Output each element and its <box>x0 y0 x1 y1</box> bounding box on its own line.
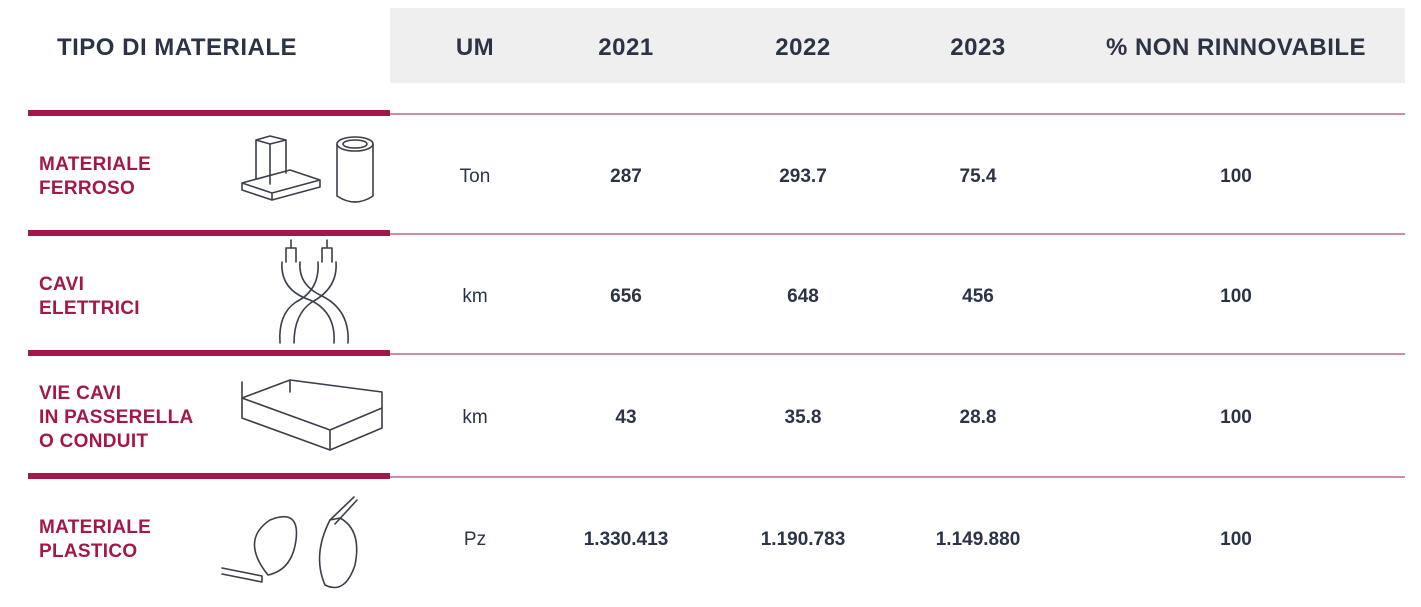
value-cell: 1.149.880 <box>935 529 1021 550</box>
row-label: CAVI ELETTRICI <box>39 273 140 321</box>
row-label-line: MATERIALE <box>39 517 152 538</box>
icon-ferrous <box>241 135 374 203</box>
row-label: VIE CAVI IN PASSERELLA O CONDUIT <box>39 382 194 454</box>
value-cell: 100 <box>1220 286 1252 307</box>
unit-cell: Ton <box>459 166 491 187</box>
value-cell: 287 <box>610 166 642 187</box>
row-label-line: PLASTICO <box>39 541 138 562</box>
column-header: 2022 <box>775 34 831 61</box>
value-cell: 293.7 <box>779 166 827 187</box>
row-label-line: VIE CAVI <box>39 383 122 404</box>
value-cell: 1.330.413 <box>583 529 669 550</box>
value-cell: 100 <box>1220 529 1252 550</box>
value-cell: 43 <box>615 407 637 428</box>
value-cell: 1.190.783 <box>760 529 846 550</box>
row-label-line: ELETTRICI <box>39 298 140 319</box>
header-band <box>390 8 1405 83</box>
header-title: TIPO DI MATERIALE <box>56 34 298 61</box>
row-label-line: FERROSO <box>39 178 136 199</box>
value-cell: 28.8 <box>959 407 997 428</box>
value-cell: 456 <box>962 286 994 307</box>
value-cell: 100 <box>1220 166 1252 187</box>
column-header: UM <box>455 34 495 61</box>
row-label: MATERIALE FERROSO <box>39 153 151 201</box>
column-header: % NON RINNOVABILE <box>1105 34 1367 61</box>
row-label: MATERIALE PLASTICO <box>39 516 151 564</box>
icon-cables <box>279 239 349 344</box>
unit-cell: km <box>462 286 488 307</box>
value-cell: 100 <box>1220 407 1252 428</box>
value-cell: 656 <box>610 286 642 307</box>
row-label-line: IN PASSERELLA <box>39 407 194 428</box>
value-cell: 35.8 <box>784 407 822 428</box>
row-separators <box>28 110 1405 479</box>
column-header: 2023 <box>950 34 1006 61</box>
row-label-line: MATERIALE <box>39 154 152 175</box>
column-header: 2021 <box>598 34 654 61</box>
value-cell: 75.4 <box>959 166 997 187</box>
unit-cell: km <box>462 407 488 428</box>
unit-cell: Pz <box>463 529 487 550</box>
row-label-line: O CONDUIT <box>39 431 149 452</box>
icon-cable-ties <box>221 496 358 589</box>
row-label-line: CAVI <box>39 274 85 295</box>
icon-cable-tray <box>241 379 383 451</box>
value-cell: 648 <box>787 286 819 307</box>
